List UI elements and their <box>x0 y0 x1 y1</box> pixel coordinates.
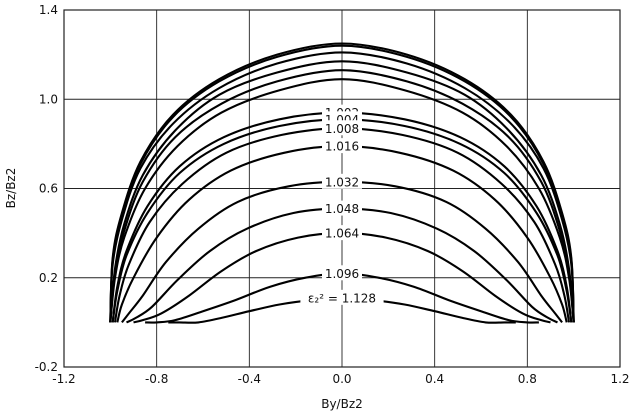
x-tick-label: 1.2 <box>610 372 629 386</box>
y-tick-label: 1.0 <box>39 92 58 106</box>
y-tick-label: -0.2 <box>35 360 58 374</box>
x-tick-label: -1.2 <box>52 372 75 386</box>
curve-label-bg <box>322 225 362 241</box>
curve-label-bg <box>322 200 362 216</box>
y-tick-label: 0.2 <box>39 271 58 285</box>
contour-line <box>109 44 575 323</box>
x-tick-label: -0.4 <box>238 372 261 386</box>
curve-label-bg <box>322 173 362 189</box>
curve-label: 1.064 <box>325 227 359 241</box>
curve-label: 1.016 <box>325 140 359 154</box>
x-axis-label: By/Bz2 <box>321 397 363 411</box>
curve-label-bg <box>322 138 362 154</box>
y-tick-label: 0.6 <box>39 182 58 196</box>
curve-label: 1.096 <box>325 267 359 281</box>
contour-line <box>109 60 575 323</box>
contour-line <box>109 69 575 323</box>
x-tick-label: -0.8 <box>145 372 168 386</box>
curve-label-bg <box>322 265 362 281</box>
curve-labels: 1.0021.0041.0081.0161.0321.0481.0641.096… <box>300 104 384 305</box>
curve-label: 1.008 <box>325 122 359 136</box>
curve-label-bg <box>322 120 362 136</box>
y-axis-label: Bz/Bz2 <box>4 168 18 209</box>
x-tick-label: 0.0 <box>332 372 351 386</box>
curve-label-bg <box>300 289 384 305</box>
curve-label: ε₂² = 1.128 <box>308 291 376 305</box>
curve-label: 1.032 <box>325 175 359 189</box>
y-tick-label: 1.4 <box>39 3 58 17</box>
contour-line <box>109 51 575 323</box>
x-tick-label: 0.8 <box>518 372 537 386</box>
x-tick-label: 0.4 <box>425 372 444 386</box>
contour-line <box>109 78 575 323</box>
tick-labels: -1.2 -0.8 -0.4 0.0 0.4 0.8 1.2 -0.2 0.2 0.6 1.0 1.4 <box>35 3 630 386</box>
plot-frame <box>63 9 621 368</box>
curve-label: 1.048 <box>325 202 359 216</box>
